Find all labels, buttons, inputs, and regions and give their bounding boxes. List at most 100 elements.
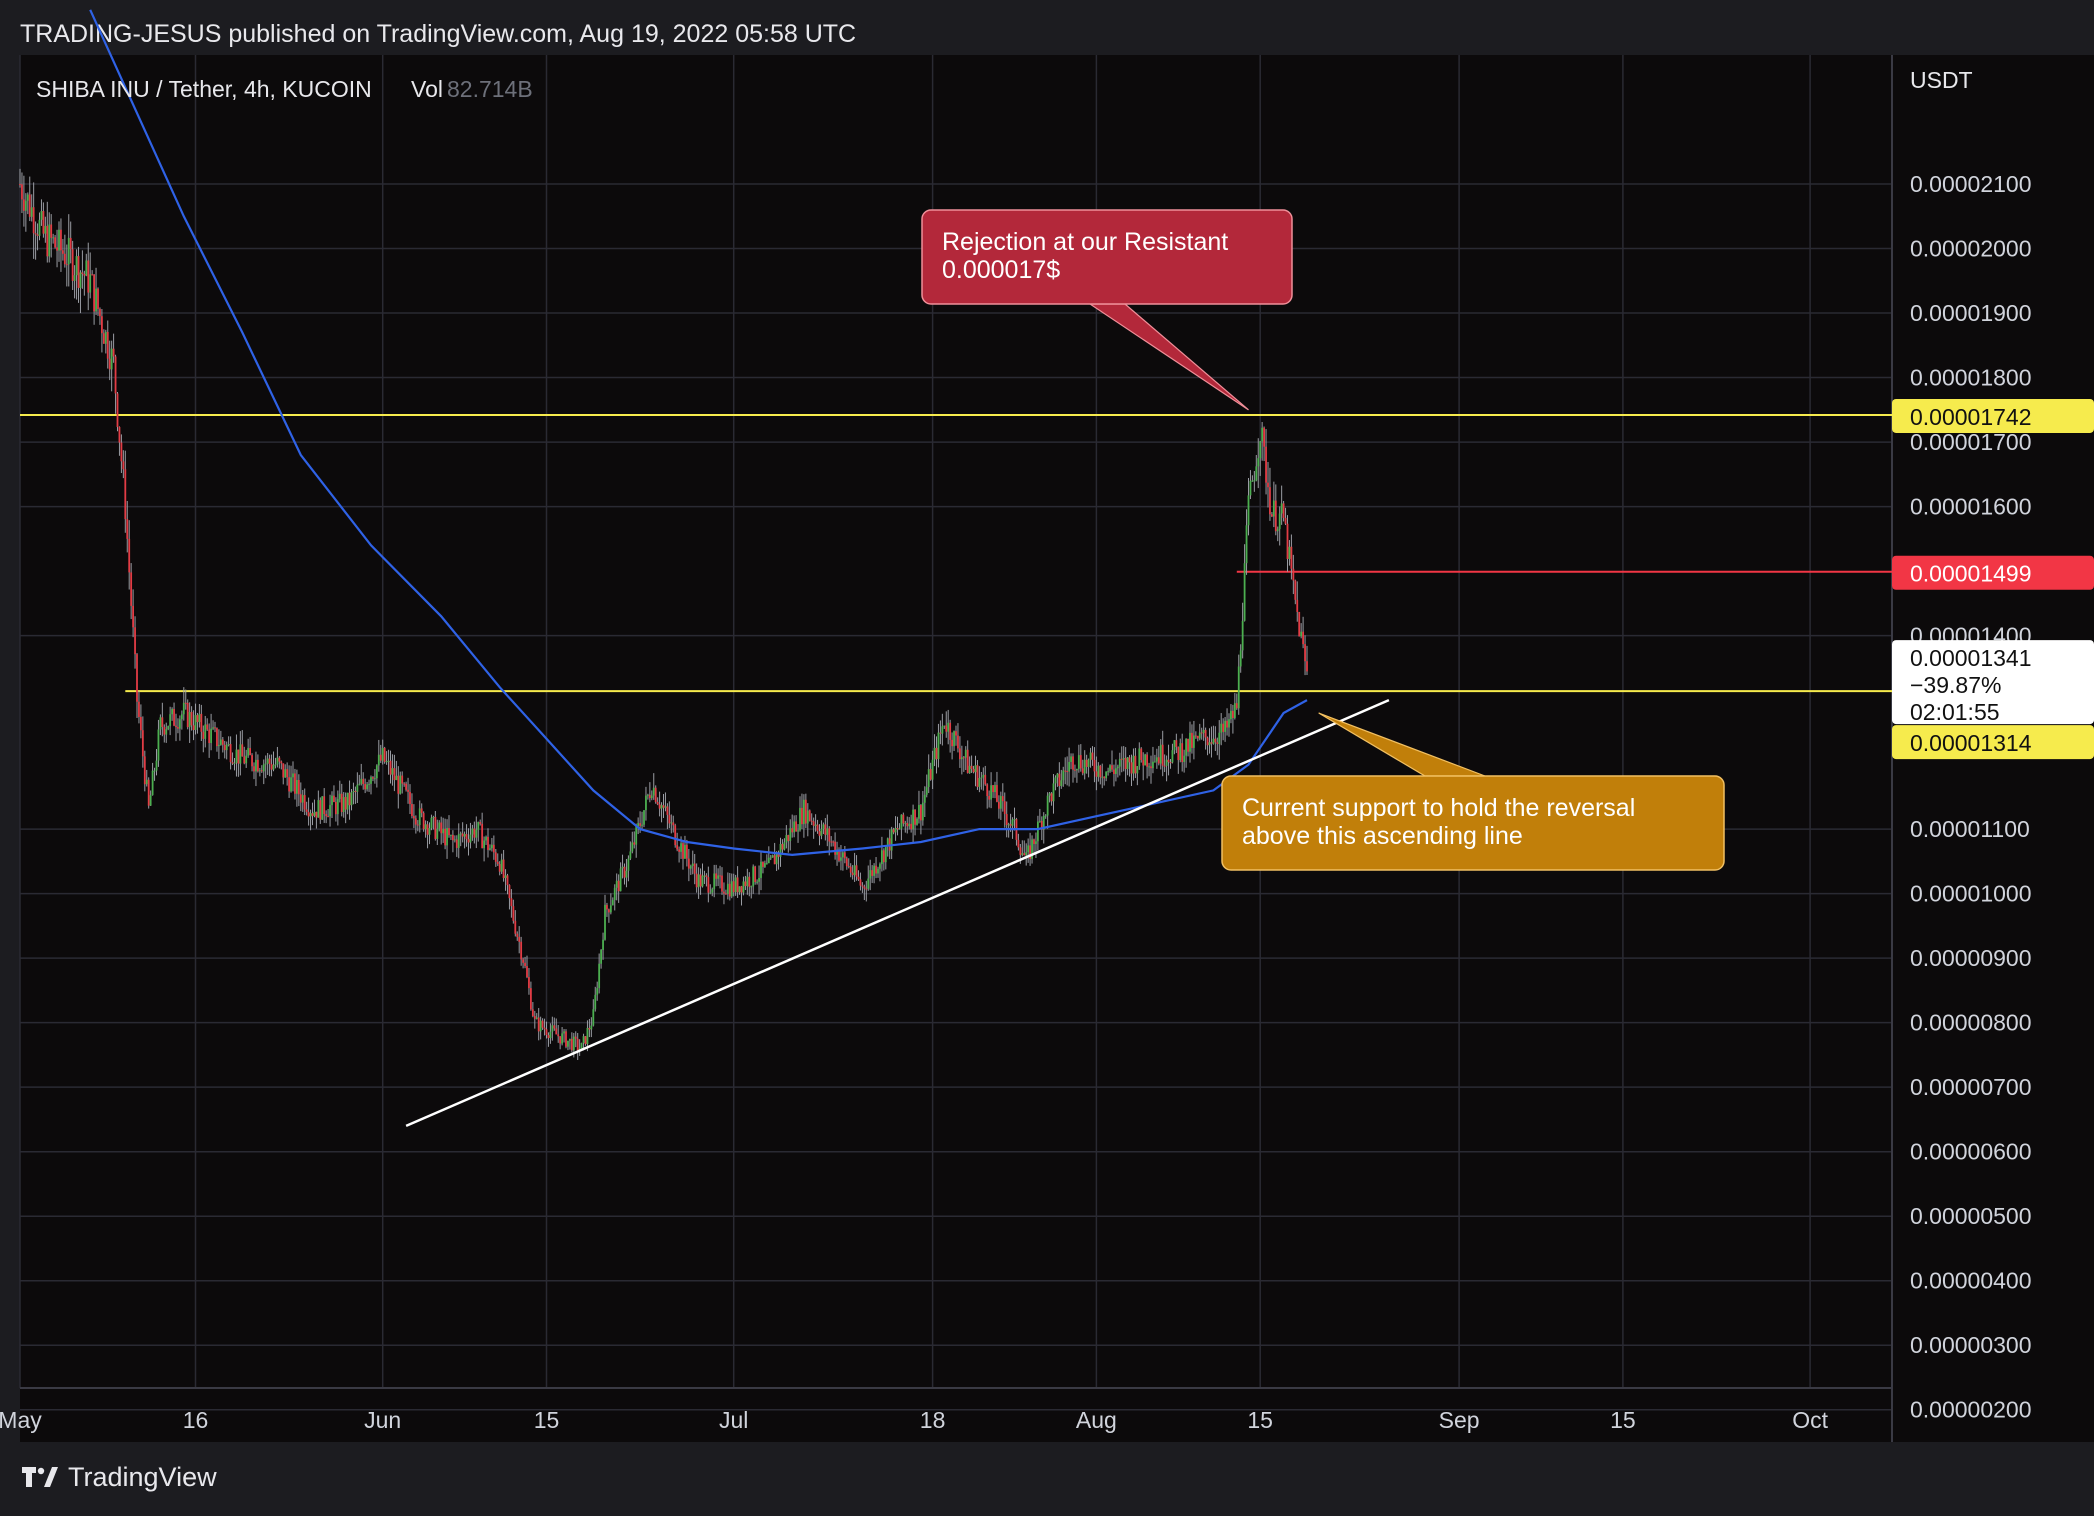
candle-body	[452, 834, 454, 841]
candle-body	[1001, 796, 1004, 802]
candle-body	[699, 874, 702, 887]
candle-body	[748, 876, 751, 887]
candle-body	[1107, 771, 1109, 773]
candle-body	[292, 773, 294, 778]
candle-body	[1284, 517, 1287, 524]
candle-body	[1021, 853, 1024, 855]
candle-body	[1271, 514, 1273, 517]
candle-body	[551, 1025, 554, 1032]
candle-body	[1157, 757, 1160, 764]
candle-body	[1091, 752, 1094, 760]
candle-body	[565, 1031, 567, 1047]
candle-body	[71, 249, 74, 281]
candle-body	[629, 851, 632, 859]
level-tag-support	[1892, 725, 2094, 760]
candle-body	[1037, 821, 1039, 842]
candle-body	[760, 861, 762, 878]
candle-body	[785, 835, 788, 843]
x-tick-label: 15	[1247, 1407, 1273, 1433]
candle-body	[1064, 770, 1067, 772]
ascending-trend-line[interactable]	[405, 698, 1390, 1128]
candle-body	[902, 814, 905, 824]
candle-body	[235, 749, 238, 763]
candle-body	[141, 730, 144, 757]
candle-body	[231, 762, 234, 764]
candle-body	[781, 843, 784, 850]
candle-body	[134, 627, 136, 655]
candle-body	[1243, 563, 1246, 621]
candle-body	[672, 822, 675, 826]
last-price-tag-text: −39.87%	[1910, 672, 2001, 698]
candle-body	[574, 1036, 577, 1039]
candle-body	[990, 785, 992, 800]
y-tick-label: 0.00000400	[1910, 1268, 2032, 1294]
candle-body	[830, 841, 833, 843]
candle-body	[1306, 661, 1308, 672]
candle-body	[904, 822, 907, 824]
candle-body	[124, 469, 127, 520]
candle-body	[106, 331, 109, 359]
candle-body	[1120, 758, 1123, 760]
candle-body	[972, 768, 975, 773]
candle-body	[1185, 738, 1187, 756]
candle-body	[966, 749, 969, 774]
candle-body	[666, 806, 669, 815]
candle-body	[494, 852, 497, 862]
price-chart[interactable]: 0.00002100 0.00002000 0.00001900 0.00001800…	[0, 0, 2094, 1452]
candle-body	[962, 757, 965, 759]
candle-body	[401, 775, 404, 784]
price-axis[interactable]: 0.00002100 0.00002000 0.00001900 0.00001800…	[1891, 55, 2032, 1442]
candle-body	[804, 799, 807, 824]
candle-body	[1023, 853, 1026, 856]
level-tag-price-line	[1892, 555, 2094, 590]
candle-body	[192, 725, 195, 730]
candle-body	[746, 876, 749, 887]
horizontal-levels[interactable]	[20, 413, 1892, 693]
candle-body	[1109, 765, 1111, 772]
candle-body	[336, 799, 339, 815]
candle-body	[120, 442, 123, 462]
candle-body	[333, 795, 335, 802]
candle-body	[791, 828, 794, 833]
candle-body	[436, 828, 439, 839]
price-tags: 0.00001742 0.00001499 0.00001341−39.87%02:…	[1892, 398, 2094, 760]
candle-body	[309, 813, 312, 817]
candle-body	[432, 816, 435, 818]
candle-body	[510, 898, 513, 907]
candle-body	[143, 756, 146, 785]
candle-body	[812, 821, 815, 826]
candle-body	[528, 977, 530, 989]
candle-body	[114, 356, 117, 394]
candle-body	[555, 1028, 558, 1035]
candle-body	[28, 194, 31, 217]
candle-body	[945, 725, 948, 732]
candle-body	[719, 875, 721, 877]
candle-body	[765, 863, 768, 865]
candle-body	[693, 863, 696, 874]
candle-body	[1058, 773, 1061, 787]
candle-body	[272, 764, 275, 770]
candle-body	[502, 859, 505, 879]
candle-body	[951, 739, 953, 747]
time-axis[interactable]: May 16 Jun 15 Jul 18 Aug 15 Sep 15 Oct	[0, 1387, 1892, 1433]
candle-body	[1003, 801, 1006, 815]
candle-body	[980, 777, 983, 779]
candle-body	[358, 783, 361, 785]
candle-body	[994, 785, 996, 793]
y-tick-label: 0.00002100	[1910, 171, 2032, 197]
candle-body	[30, 207, 33, 217]
candle-body	[912, 809, 914, 830]
candle-body	[208, 729, 211, 744]
candle-body	[1177, 746, 1180, 761]
candle-body	[381, 747, 384, 761]
candle-body	[255, 759, 257, 772]
x-tick-label: Jul	[719, 1407, 748, 1433]
candle-body	[83, 273, 86, 276]
candle-body	[50, 224, 53, 238]
candle-body	[992, 785, 994, 793]
candle-body	[1292, 568, 1295, 581]
candle-body	[563, 1031, 565, 1034]
candle-body	[1220, 723, 1223, 733]
grid	[19, 55, 1892, 1411]
